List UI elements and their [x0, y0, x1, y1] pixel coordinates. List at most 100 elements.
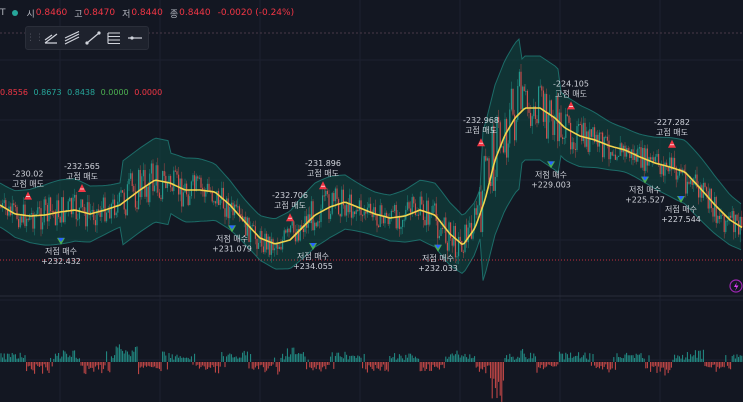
histogram-bar: [165, 355, 167, 362]
candle-body: [691, 180, 693, 185]
fib-retracement-icon[interactable]: [103, 28, 124, 48]
candle-body: [654, 156, 656, 162]
histogram-bar: [728, 362, 730, 369]
histogram-bar: [499, 362, 501, 396]
candle-body: [146, 186, 148, 197]
candle-body: [717, 215, 719, 223]
candle-body: [725, 220, 727, 232]
candle-body: [355, 210, 357, 215]
candle-body: [18, 219, 20, 228]
candle-body: [570, 122, 572, 150]
histogram-bar: [597, 362, 599, 367]
histogram-bar: [118, 344, 120, 362]
candle-body: [445, 217, 447, 243]
histogram-bar: [635, 353, 637, 362]
candle-body: [230, 202, 232, 208]
candle-body: [155, 165, 157, 186]
candle-body: [621, 143, 623, 153]
candle-body: [125, 209, 127, 216]
candle-body: [491, 125, 493, 186]
histogram-bar: [446, 358, 448, 362]
candle-body: [478, 191, 480, 206]
candle-body: [608, 140, 610, 160]
low-label: 저: [122, 9, 131, 20]
histogram-bar: [582, 355, 584, 362]
ohlc-legend: T 시 0.8460 고 0.8470 저 0.8440 종 0.8440 -0.002…: [0, 5, 301, 21]
candle-body: [506, 119, 508, 158]
histogram-bar: [480, 362, 482, 369]
histogram-bar: [464, 353, 466, 362]
drawing-toolbar[interactable]: ⋮⋮: [25, 26, 149, 50]
candle-body: [61, 197, 63, 223]
histogram-bar: [418, 358, 420, 362]
candle-body: [346, 204, 348, 216]
histogram-bar: [642, 358, 644, 362]
candle-body: [414, 203, 416, 215]
lightning-icon[interactable]: [729, 279, 743, 293]
histogram-bar: [514, 359, 516, 362]
histogram-bar: [126, 351, 128, 362]
histogram-bar: [619, 357, 621, 362]
sell-signal-label: 고점 매도: [307, 168, 339, 178]
histogram-bar: [397, 358, 399, 362]
market-status-dot: [11, 10, 18, 16]
histogram-bar: [109, 362, 111, 373]
histogram-bar: [414, 356, 416, 362]
drag-handle-icon[interactable]: ⋮⋮: [26, 33, 44, 43]
histogram-bar: [365, 362, 367, 370]
candle-body: [186, 183, 188, 195]
histogram-bar: [94, 362, 96, 367]
histogram-bar: [506, 355, 508, 362]
candle-body: [539, 86, 541, 88]
candle-body: [656, 153, 658, 157]
histogram-bar: [557, 362, 559, 365]
candle-body: [3, 200, 5, 204]
candle-body: [34, 215, 36, 229]
candle-body: [731, 211, 733, 218]
open-label: 시: [26, 9, 35, 20]
horizontal-ray-icon[interactable]: [124, 28, 145, 48]
histogram-bar: [198, 362, 200, 369]
histogram-bar: [722, 362, 724, 367]
histogram-bar: [731, 356, 733, 362]
candle-body: [525, 90, 527, 92]
histogram-bar: [149, 362, 151, 367]
candle-body: [686, 181, 688, 194]
candle-body: [629, 153, 631, 158]
candle-body: [389, 218, 391, 225]
sell-marker-icon: [477, 138, 485, 147]
candle-body: [163, 171, 165, 176]
candle-body: [562, 137, 564, 140]
candle-body: [520, 71, 522, 110]
candle-body: [286, 228, 288, 233]
histogram-bar: [314, 362, 316, 368]
trend-line-icon[interactable]: [82, 28, 103, 48]
histogram-bar: [136, 346, 138, 362]
trend-angle-icon[interactable]: [40, 28, 61, 48]
histogram-bar: [213, 362, 215, 367]
candle-body: [59, 217, 61, 223]
candle-body: [218, 190, 220, 206]
candle-body: [214, 201, 216, 204]
parallel-channel-icon[interactable]: [61, 28, 82, 48]
histogram-bar: [24, 355, 26, 362]
histogram-bar: [666, 362, 668, 370]
histogram-bar: [56, 355, 58, 362]
histogram-bar: [291, 347, 293, 362]
histogram-bar: [544, 362, 546, 368]
candle-body: [134, 191, 136, 208]
candle-body: [720, 214, 722, 219]
histogram-bar: [61, 356, 63, 362]
histogram-bar: [54, 353, 56, 362]
histogram-bar: [32, 362, 34, 371]
histogram-bar: [254, 362, 256, 368]
symbol-suffix[interactable]: T: [0, 8, 6, 18]
histogram-bar: [197, 362, 199, 365]
buy-marker-icon-top: [678, 196, 684, 201]
histogram-bar: [466, 357, 468, 362]
sell-signal-label: 고점 매도: [12, 179, 44, 189]
histogram-bar: [410, 353, 412, 362]
histogram-bar: [589, 353, 591, 362]
